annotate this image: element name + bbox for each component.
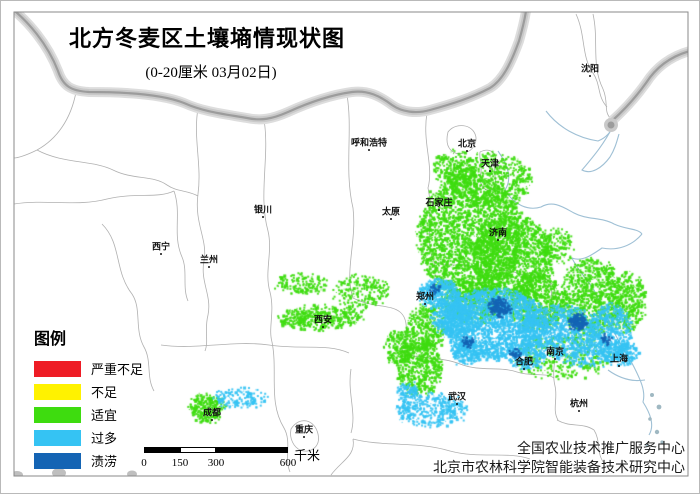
city-label: 太原 bbox=[381, 206, 401, 217]
city-marker-dot bbox=[523, 368, 525, 370]
legend-row: 不足 bbox=[34, 380, 143, 403]
city-label: 成都 bbox=[202, 407, 222, 418]
scale-bar: 0 150 300 600 bbox=[141, 447, 344, 477]
legend-swatch bbox=[34, 360, 81, 377]
city-marker-dot bbox=[322, 326, 324, 328]
city-label: 济南 bbox=[488, 227, 508, 238]
city-label: 上海 bbox=[609, 353, 629, 364]
scale-bar-unit: 千米 bbox=[294, 448, 321, 463]
city-label: 南京 bbox=[545, 346, 565, 357]
city-marker-dot bbox=[368, 149, 370, 151]
city-label: 北京 bbox=[457, 138, 477, 149]
city-marker-dot bbox=[160, 253, 162, 255]
city-label: 石家庄 bbox=[425, 197, 453, 208]
border-hill-marks bbox=[14, 468, 137, 476]
city-marker-dot bbox=[554, 358, 556, 360]
city-marker-dot bbox=[208, 266, 210, 268]
legend: 图例 严重不足不足适宜过多渍涝 bbox=[34, 325, 143, 472]
map-subtitle: (0-20厘米 03月02日) bbox=[145, 65, 277, 81]
city-marker-dot bbox=[390, 218, 392, 220]
scale-bar-tick: 0 bbox=[141, 457, 147, 469]
city-marker-dot bbox=[303, 436, 305, 438]
credit-line-1: 全国农业技术推广服务中心 bbox=[517, 440, 685, 456]
legend-rows: 严重不足不足适宜过多渍涝 bbox=[34, 357, 143, 472]
city-label: 沈阳 bbox=[580, 63, 600, 74]
city-marker-dot bbox=[578, 410, 580, 412]
scale-bar-segment bbox=[180, 447, 216, 453]
scale-bar-tick: 300 bbox=[207, 457, 225, 469]
city-marker-dot bbox=[211, 419, 213, 421]
legend-row: 渍涝 bbox=[34, 449, 143, 472]
legend-swatch bbox=[34, 429, 81, 446]
legend-swatch bbox=[34, 452, 81, 469]
city-marker-dot bbox=[618, 365, 620, 367]
city-label: 兰州 bbox=[199, 254, 219, 265]
city-label: 郑州 bbox=[415, 291, 435, 302]
legend-row: 严重不足 bbox=[34, 357, 143, 380]
legend-label: 渍涝 bbox=[91, 454, 118, 469]
legend-label: 适宜 bbox=[91, 408, 118, 423]
city-label: 天津 bbox=[480, 158, 500, 169]
city-label: 武汉 bbox=[447, 391, 467, 402]
city-label: 西宁 bbox=[151, 241, 171, 252]
city-marker-dot bbox=[262, 216, 264, 218]
city-marker-dot bbox=[438, 209, 440, 211]
city-label: 合肥 bbox=[514, 356, 534, 367]
city-label: 西安 bbox=[313, 314, 333, 325]
city-marker-dot bbox=[489, 170, 491, 172]
map-title: 北方冬麦区土壤墒情现状图 bbox=[69, 26, 346, 51]
city-marker-dot bbox=[589, 75, 591, 77]
legend-title: 图例 bbox=[34, 331, 67, 348]
legend-swatch bbox=[34, 383, 81, 400]
national-border-band bbox=[14, 12, 688, 476]
legend-swatch bbox=[34, 406, 81, 423]
scale-bar-tick: 150 bbox=[171, 457, 189, 469]
scale-bar-segment bbox=[216, 447, 288, 453]
city-marker-dot bbox=[424, 303, 426, 305]
map-frame bbox=[13, 11, 689, 477]
legend-row: 过多 bbox=[34, 426, 143, 449]
city-label: 重庆 bbox=[294, 424, 314, 435]
city-marker-dot bbox=[466, 150, 468, 152]
scale-bar-segment bbox=[144, 447, 180, 453]
scale-bar-tick: 600 bbox=[279, 457, 297, 469]
city-marker-dot bbox=[456, 403, 458, 405]
legend-label: 过多 bbox=[91, 431, 118, 446]
credit-line-2: 北京市农林科学院智能装备技术研究中心 bbox=[433, 459, 685, 475]
city-label: 杭州 bbox=[569, 398, 589, 409]
city-label: 银川 bbox=[253, 204, 273, 215]
legend-label: 严重不足 bbox=[91, 362, 144, 377]
legend-label: 不足 bbox=[91, 385, 118, 400]
city-label: 呼和浩特 bbox=[350, 137, 388, 148]
legend-row: 适宜 bbox=[34, 403, 143, 426]
city-marker-dot bbox=[497, 239, 499, 241]
